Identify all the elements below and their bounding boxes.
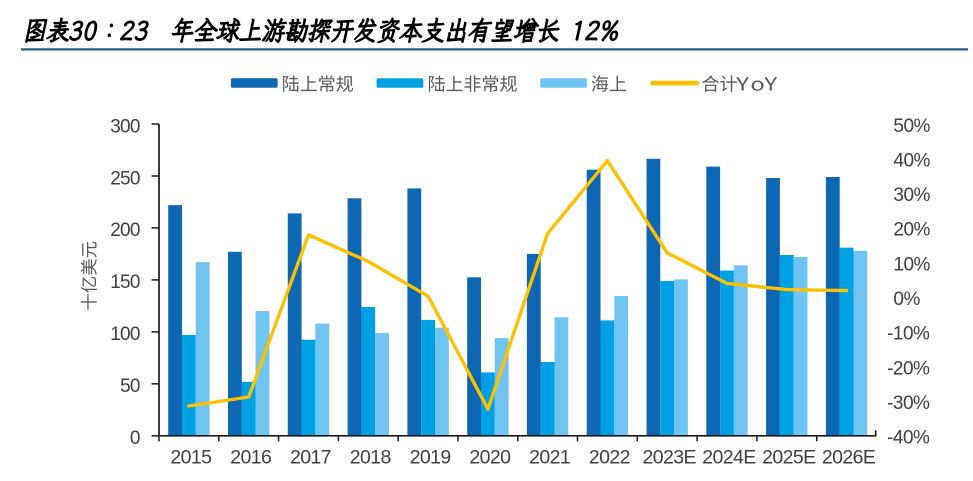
- svg-text:2016: 2016: [230, 447, 271, 469]
- svg-text:100: 100: [110, 324, 140, 345]
- svg-text:0%: 0%: [893, 289, 920, 310]
- svg-text:2019: 2019: [410, 447, 451, 469]
- svg-text:2022: 2022: [589, 447, 630, 469]
- svg-text:2021: 2021: [529, 447, 570, 469]
- svg-text:2015: 2015: [170, 447, 212, 469]
- svg-text:2023E: 2023E: [643, 447, 697, 469]
- svg-text:50%: 50%: [893, 116, 930, 137]
- svg-text:-20%: -20%: [887, 358, 930, 379]
- svg-text:50: 50: [120, 376, 140, 397]
- svg-text:-30%: -30%: [887, 393, 930, 414]
- svg-text:-40%: -40%: [887, 428, 930, 449]
- svg-text:2017: 2017: [290, 447, 331, 469]
- svg-text:150: 150: [110, 272, 140, 293]
- svg-text:10%: 10%: [893, 254, 930, 275]
- svg-text:2020: 2020: [469, 447, 511, 469]
- svg-text:2026E: 2026E: [822, 447, 876, 469]
- svg-text:2024E: 2024E: [702, 447, 756, 469]
- svg-text:2018: 2018: [350, 447, 391, 469]
- svg-text:30%: 30%: [893, 185, 930, 206]
- svg-text:300: 300: [110, 116, 140, 137]
- svg-text:40%: 40%: [893, 150, 930, 171]
- svg-text:0: 0: [130, 428, 140, 449]
- svg-text:20%: 20%: [893, 220, 930, 241]
- svg-text:2025E: 2025E: [762, 447, 816, 469]
- svg-text:-10%: -10%: [887, 324, 930, 345]
- svg-text:250: 250: [110, 168, 140, 189]
- svg-text:200: 200: [110, 220, 140, 241]
